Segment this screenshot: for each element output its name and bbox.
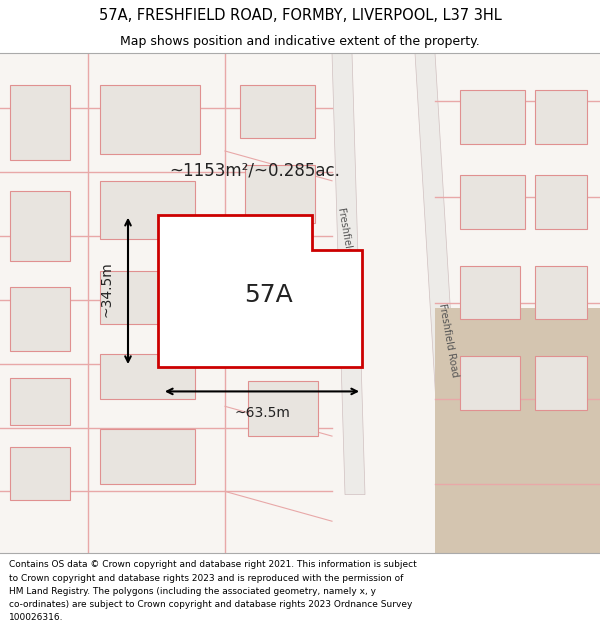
Text: Contains OS data © Crown copyright and database right 2021. This information is : Contains OS data © Crown copyright and d… (9, 560, 417, 569)
Bar (248, 381, 318, 436)
Bar (535, 356, 587, 409)
Bar (100, 429, 195, 484)
Bar (245, 165, 315, 223)
Bar (240, 85, 315, 138)
Text: 100026316.: 100026316. (9, 614, 64, 622)
Bar (10, 447, 70, 500)
Bar (535, 176, 587, 229)
Bar (10, 85, 70, 159)
Text: ~1153m²/~0.285ac.: ~1153m²/~0.285ac. (170, 161, 340, 179)
Bar (100, 271, 195, 324)
Text: ~34.5m: ~34.5m (100, 261, 114, 317)
Text: co-ordinates) are subject to Crown copyright and database rights 2023 Ordnance S: co-ordinates) are subject to Crown copyr… (9, 600, 412, 609)
Bar (10, 378, 70, 426)
Bar (100, 85, 200, 154)
Bar (100, 181, 195, 239)
Bar (10, 191, 70, 261)
Text: 57A: 57A (244, 282, 292, 307)
Bar (245, 255, 325, 346)
Bar (535, 266, 587, 319)
Text: 57A, FRESHFIELD ROAD, FORMBY, LIVERPOOL, L37 3HL: 57A, FRESHFIELD ROAD, FORMBY, LIVERPOOL,… (98, 8, 502, 23)
Text: ~63.5m: ~63.5m (234, 406, 290, 420)
Text: Map shows position and indicative extent of the property.: Map shows position and indicative extent… (120, 35, 480, 48)
Polygon shape (415, 53, 465, 553)
Text: Freshfield Road: Freshfield Road (437, 302, 460, 378)
Text: Freshfield Road: Freshfield Road (335, 207, 358, 282)
Bar (460, 91, 525, 144)
Polygon shape (158, 215, 362, 367)
Text: to Crown copyright and database rights 2023 and is reproduced with the permissio: to Crown copyright and database rights 2… (9, 574, 403, 582)
Text: HM Land Registry. The polygons (including the associated geometry, namely x, y: HM Land Registry. The polygons (includin… (9, 587, 376, 596)
Polygon shape (332, 53, 365, 494)
Bar (460, 176, 525, 229)
Bar (100, 354, 195, 399)
Bar (10, 287, 70, 351)
Bar (460, 356, 520, 409)
Bar (460, 266, 520, 319)
Polygon shape (435, 309, 600, 553)
Bar (535, 91, 587, 144)
